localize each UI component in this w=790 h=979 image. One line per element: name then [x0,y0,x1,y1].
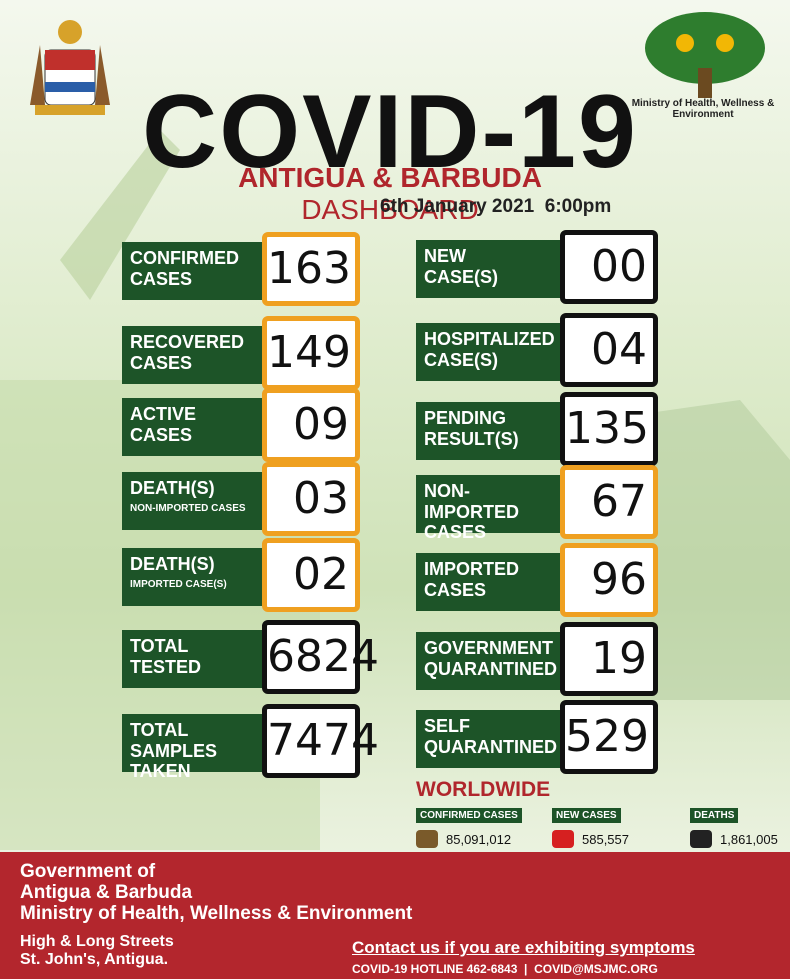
stat-value: 7474 [262,704,360,778]
worldwide-value: 85,091,012 [446,832,511,847]
country: ANTIGUA & BARBUDA [238,162,542,193]
ministry: Ministry of Health, Wellness & Environme… [628,98,778,120]
org: Government of Antigua & Barbuda Ministry o… [20,862,412,925]
label-line: RESULT(S) [424,429,554,450]
date: 6th January 2021 6:00pm [380,196,611,218]
stat-value: 19 [560,622,658,696]
label-line: TAKEN [130,761,256,782]
label-line: DEATH(S) [130,478,256,499]
dashboard: COVID-19 ANTIGUA & BARBUDA DASHBOARD 6th… [0,0,790,979]
label-line: TESTED [130,657,256,678]
label-line: CASES [130,269,256,290]
stat-value: 02 [262,538,360,612]
label-line: GOVERNMENT [424,638,554,659]
worldwide-title: WORLDWIDE [416,778,550,802]
stat-value: 04 [560,313,658,387]
label-line: NEW [424,246,554,267]
label-line: CASE(S) [424,267,554,288]
worldwide-label: NEW CASES [552,808,621,823]
label-line: TOTAL SAMPLES [130,720,256,761]
label-line: CASES [130,353,256,374]
stat-value: 03 [262,462,360,536]
label-line: NON-IMPORTED [424,481,554,522]
address-line: High & Long Streets [20,934,174,950]
stat-label: DEATH(S) NON-IMPORTED CASES [122,472,264,530]
label-line: SELF [424,716,554,737]
footer: Government of Antigua & Barbuda Ministry o… [0,852,790,979]
stat-value: 529 [560,700,658,774]
address: High & Long Streets St. John's, Antigua. [20,934,174,970]
stat-value: 09 [262,388,360,462]
label-line: CASES [424,522,554,543]
label-line: RECOVERED [130,332,256,353]
org-line: Government of [20,862,412,881]
label-line: PENDING [424,408,554,429]
label-line: QUARANTINED [424,659,554,680]
label-line: CASE(S) [424,350,554,371]
label-note: IMPORTED CASE(S) [130,579,256,591]
label-line: CASES [424,580,554,601]
hotline: COVID-19 HOTLINE 462-6843 | COVID@MSJMC.… [352,962,658,976]
stat-value: 149 [262,316,360,390]
label-line: CASES [130,425,256,446]
stat-value: 00 [560,230,658,304]
stat-label: DEATH(S) IMPORTED CASE(S) [122,548,264,606]
stat-value: 96 [560,543,658,617]
worldwide-icon [416,830,438,848]
contact[interactable]: Contact us if you are exhibiting symptom… [352,938,695,958]
label-line: ACTIVE [130,404,256,425]
label-line: DEATH(S) [130,554,256,575]
worldwide-icon [552,830,574,848]
worldwide-value: 585,557 [582,832,629,847]
stat-value: 135 [560,392,658,466]
stat-value: 67 [560,465,658,539]
label-note: NON-IMPORTED CASES [130,503,256,515]
label-line: IMPORTED [424,559,554,580]
label-line: TOTAL [130,636,256,657]
label-line: HOSPITALIZED [424,329,554,350]
worldwide-label: CONFIRMED CASES [416,808,522,823]
label-line: CONFIRMED [130,248,256,269]
org-line: Ministry of Health, Wellness & Environme… [20,904,412,923]
worldwide-icon [690,830,712,848]
stat-value: 163 [262,232,360,306]
label-line: QUARANTINED [424,737,554,758]
worldwide-value: 1,861,005 [720,832,778,847]
worldwide-label: DEATHS [690,808,738,823]
org-line: Antigua & Barbuda [20,883,412,902]
address-line: St. John's, Antigua. [20,952,174,968]
stat-value: 6824 [262,620,360,694]
